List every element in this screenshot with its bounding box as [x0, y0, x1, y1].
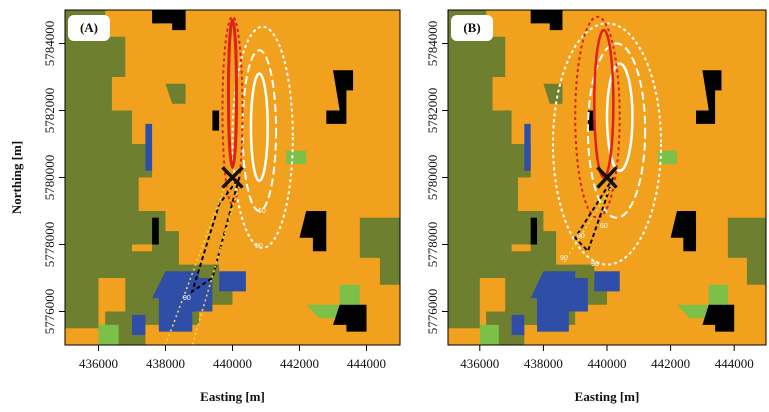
- panel: 60 90 90 90 436000 438000 440000 442000 4440…: [425, 9, 767, 404]
- x-tick-label: 436000: [79, 356, 118, 371]
- y-tick-label: 5778000: [425, 222, 440, 268]
- y-tick-label: 5782000: [425, 88, 440, 134]
- contour-label: 90: [577, 233, 585, 240]
- x-tick-label: 438000: [146, 356, 185, 371]
- x-tick-label: 442000: [651, 356, 690, 371]
- x-tick-label: 438000: [524, 356, 563, 371]
- contour-label: 90: [591, 261, 599, 268]
- panel: 60 90 90 436000 438000 440000 442000 444000 5…: [9, 9, 401, 404]
- contour-label: 90: [560, 255, 568, 262]
- x-tick-label: 442000: [280, 356, 319, 371]
- y-tick-label: 5782000: [42, 88, 57, 134]
- x-tick-label: 440000: [213, 356, 252, 371]
- panel-label: (A): [80, 20, 98, 35]
- x-tick-label: 444000: [347, 356, 386, 371]
- contour-label: 60: [258, 208, 266, 215]
- panel-label: (B): [463, 20, 480, 35]
- y-tick-label: 5776000: [42, 289, 57, 335]
- y-tick-label: 5784000: [42, 21, 57, 67]
- panel-label-box: [68, 15, 110, 41]
- y-tick-label: 5780000: [425, 155, 440, 201]
- contour-label: 90: [183, 295, 191, 302]
- y-tick-label: 5778000: [42, 222, 57, 268]
- x-tick-label: 444000: [715, 356, 754, 371]
- y-axis-title: Northing [m]: [9, 141, 24, 214]
- y-tick-label: 5780000: [42, 155, 57, 201]
- y-tick-label: 5784000: [425, 21, 440, 67]
- x-axis-title: Easting [m]: [575, 389, 640, 404]
- x-tick-label: 436000: [460, 356, 499, 371]
- contour-label: 60: [600, 223, 608, 230]
- x-tick-label: 440000: [588, 356, 627, 371]
- y-tick-label: 5776000: [425, 289, 440, 335]
- panel-label-box: [451, 15, 493, 41]
- x-axis-title: Easting [m]: [200, 389, 265, 404]
- map: [65, 10, 400, 345]
- contour-label: 90: [255, 243, 263, 250]
- map: [448, 10, 766, 345]
